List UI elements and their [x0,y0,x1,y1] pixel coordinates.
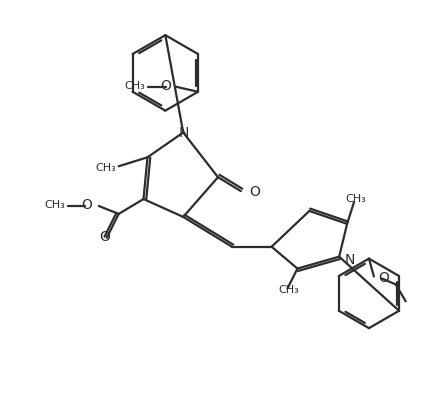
Text: O: O [81,198,92,212]
Text: O: O [160,79,171,93]
Text: O: O [99,230,110,244]
Text: CH₃: CH₃ [278,285,299,295]
Text: N: N [345,253,356,267]
Text: N: N [179,126,189,139]
Text: CH₃: CH₃ [44,200,65,210]
Text: O: O [378,272,389,285]
Text: CH₃: CH₃ [346,194,366,204]
Text: CH₃: CH₃ [125,81,146,91]
Text: O: O [249,185,260,199]
Text: CH₃: CH₃ [95,163,116,173]
